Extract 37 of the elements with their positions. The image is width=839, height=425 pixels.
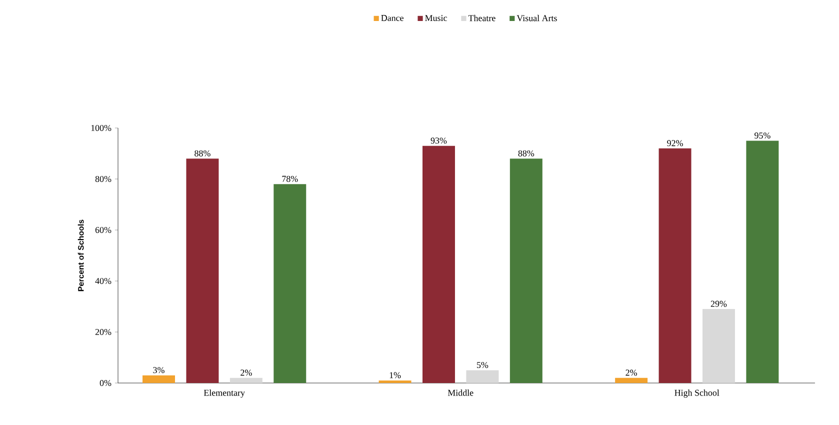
bar: [510, 158, 542, 383]
bar: [746, 140, 779, 383]
legend-label: Music: [425, 15, 447, 22]
data-label: 92%: [667, 140, 683, 146]
y-tick-label: 0%: [100, 380, 112, 386]
y-tick-label: 100%: [91, 124, 112, 132]
y-tick-label: 40%: [95, 278, 112, 284]
data-label: 2%: [626, 370, 637, 376]
x-tick-label: Elementary: [204, 390, 245, 398]
x-tick-label: High School: [674, 390, 720, 398]
legend-label: Theatre: [468, 14, 496, 22]
data-label: 1%: [390, 372, 401, 378]
bar: [274, 184, 306, 383]
data-label: 3%: [153, 367, 164, 374]
x-tick-label: Middle: [448, 390, 474, 396]
data-label: 88%: [518, 150, 534, 156]
y-tick-label: 60%: [95, 226, 112, 234]
bar: [142, 375, 175, 383]
data-label: 78%: [282, 176, 298, 182]
bar: [658, 148, 692, 383]
y-tick-label: 20%: [95, 328, 112, 336]
data-label: 2%: [240, 370, 252, 376]
data-label: 5%: [476, 362, 488, 368]
bar: [378, 380, 412, 383]
data-label: 88%: [194, 150, 210, 156]
bar: [466, 370, 499, 383]
bar: [702, 309, 735, 383]
legend-label: Visual Arts: [516, 14, 557, 22]
data-label: 95%: [754, 132, 770, 139]
y-tick-label: 80%: [95, 176, 112, 182]
legend-label: Dance: [381, 15, 404, 22]
data-label: 29%: [710, 300, 727, 307]
bar: [230, 378, 262, 383]
bar: [615, 378, 648, 383]
bar: [422, 146, 455, 383]
bar: [186, 158, 219, 383]
data-label: 93%: [430, 138, 447, 144]
